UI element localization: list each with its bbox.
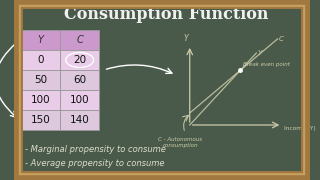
FancyBboxPatch shape	[21, 110, 60, 130]
Text: C: C	[76, 35, 83, 45]
FancyBboxPatch shape	[21, 70, 60, 90]
FancyBboxPatch shape	[21, 30, 60, 50]
Text: C: C	[278, 36, 284, 42]
FancyBboxPatch shape	[60, 50, 99, 70]
FancyBboxPatch shape	[60, 70, 99, 90]
Text: 100: 100	[70, 95, 90, 105]
Text: 20: 20	[73, 55, 86, 65]
Text: Break even point: Break even point	[243, 62, 290, 68]
Text: 50: 50	[34, 75, 47, 85]
FancyBboxPatch shape	[21, 50, 60, 70]
Text: C - Autonomous
consumption: C - Autonomous consumption	[158, 137, 203, 148]
Text: - Average propensity to consume: - Average propensity to consume	[25, 159, 165, 168]
Text: - Marginal propensity to consume: - Marginal propensity to consume	[25, 145, 166, 154]
FancyBboxPatch shape	[60, 90, 99, 110]
Text: FILMIGO: FILMIGO	[276, 171, 302, 176]
FancyBboxPatch shape	[21, 90, 60, 110]
Text: Income (Y): Income (Y)	[284, 126, 316, 131]
Text: 100: 100	[31, 95, 51, 105]
FancyBboxPatch shape	[60, 30, 99, 50]
Text: 60: 60	[73, 75, 86, 85]
FancyBboxPatch shape	[60, 110, 99, 130]
Text: Consumption Function: Consumption Function	[64, 6, 269, 22]
Text: Y: Y	[184, 34, 188, 43]
Text: Y: Y	[38, 35, 44, 45]
Text: 140: 140	[70, 115, 90, 125]
Text: 0: 0	[38, 55, 44, 65]
Text: Y: Y	[257, 50, 261, 56]
Text: 150: 150	[31, 115, 51, 125]
